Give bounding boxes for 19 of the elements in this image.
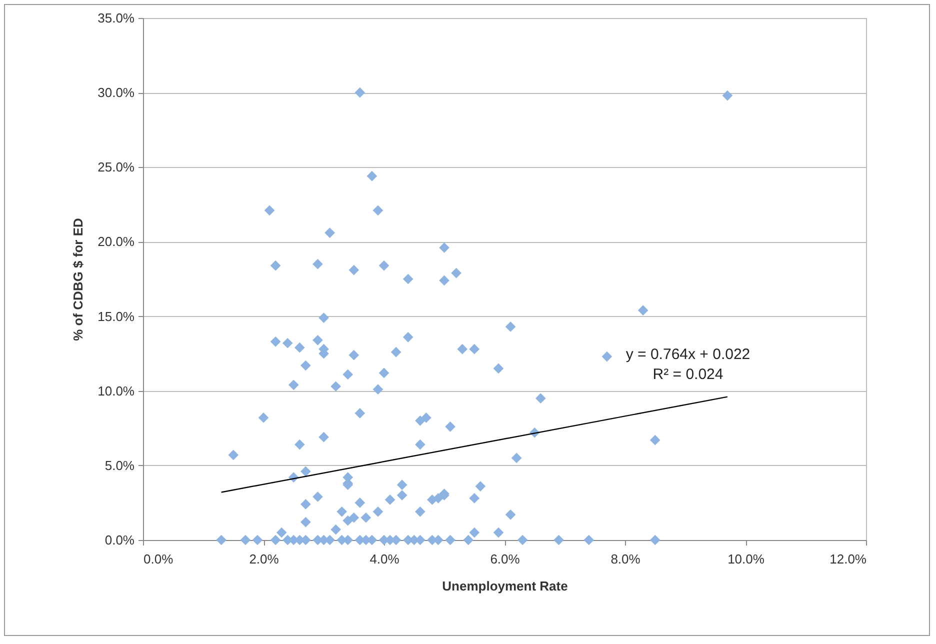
annotation: y = 0.764x + 0.022 [626, 346, 750, 363]
x-axis-title: Unemployment Rate [442, 578, 568, 594]
y-tick-label: 30.0% [98, 85, 135, 100]
x-tick-label: 2.0% [249, 552, 280, 566]
y-tick-label: 35.0% [98, 10, 135, 26]
x-tick-label: 8.0% [610, 552, 641, 566]
x-tick-label: 0.0% [144, 552, 174, 566]
x-tick-label: 10.0% [728, 552, 765, 566]
y-tick-label: 0.0% [104, 532, 135, 548]
x-tick-label: 12.0% [830, 552, 867, 566]
y-tick-label: 20.0% [98, 234, 135, 250]
x-tick-label: 4.0% [370, 552, 400, 566]
y-tick-label: 10.0% [98, 383, 135, 398]
annotation: R² = 0.024 [652, 366, 724, 383]
y-tick-label: 5.0% [104, 458, 135, 473]
y-axis-title: % of CDBG $ for ED [70, 218, 86, 341]
y-tick-label: 25.0% [98, 160, 135, 175]
y-tick-label: 15.0% [98, 308, 135, 324]
x-tick-label: 6.0% [490, 552, 520, 566]
